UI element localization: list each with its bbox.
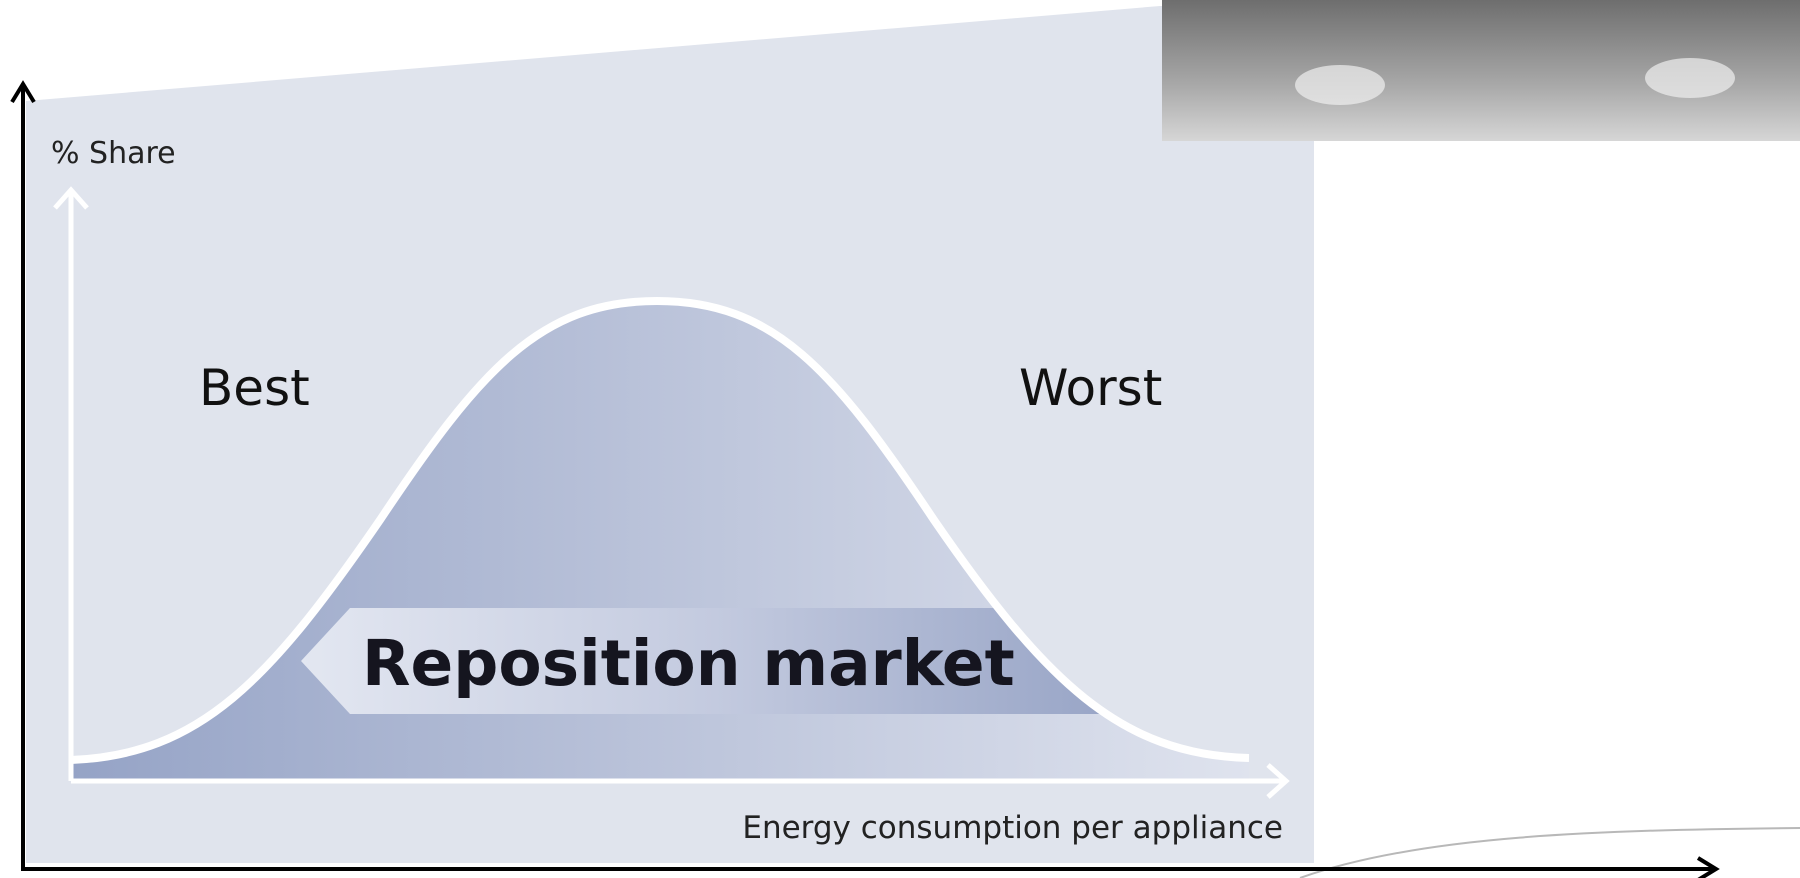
banner-text: Reposition market [362, 627, 1015, 700]
y-axis-label: % Share [51, 136, 176, 171]
left-label: Best [199, 359, 310, 417]
x-axis-label: Energy consumption per appliance [742, 810, 1283, 846]
page: Reposition market % Share Best Worst Ene… [0, 0, 1800, 878]
photo-detail [1295, 65, 1385, 105]
right-label: Worst [1019, 359, 1162, 417]
photo-detail [1645, 58, 1735, 98]
diagram: Reposition market % Share Best Worst Ene… [0, 0, 1800, 878]
